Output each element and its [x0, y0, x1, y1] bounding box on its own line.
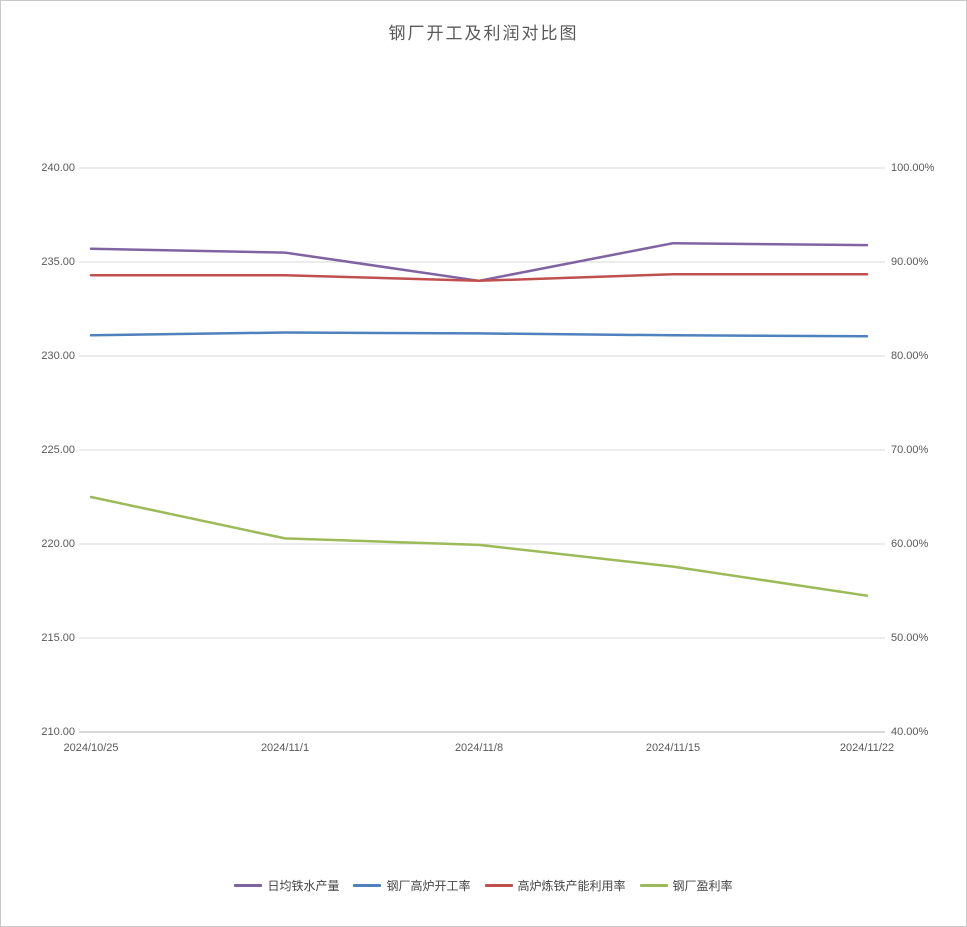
left-axis-tick-label: 210.00: [41, 726, 75, 738]
series-line-2: [89, 272, 869, 283]
left-axis-tick-label: 225.00: [41, 444, 75, 456]
right-axis-tick-label: 40.00%: [891, 726, 929, 738]
right-axis-tick-label: 100.00%: [891, 162, 935, 174]
left-axis-tick-label: 230.00: [41, 350, 75, 362]
legend-marker: [353, 884, 382, 887]
x-axis-tick-label: 2024/11/22: [839, 742, 895, 754]
x-axis-tick-label: 2024/11/15: [645, 742, 701, 754]
right-axis-tick-label: 80.00%: [891, 350, 929, 362]
legend-marker: [234, 884, 263, 887]
legend-label: 钢厂盈利率: [672, 879, 733, 893]
x-axis-tick-label: 2024/11/8: [454, 742, 504, 754]
left-axis-tick-label: 215.00: [41, 632, 75, 644]
legend-marker: [484, 884, 513, 887]
legend-label: 高炉炼铁产能利用率: [517, 879, 626, 893]
series-line-1: [89, 331, 869, 338]
right-axis-tick-label: 60.00%: [891, 538, 929, 550]
left-axis-tick-label: 220.00: [41, 538, 75, 550]
legend-item-3[interactable]: 钢厂盈利率: [639, 877, 733, 894]
legend-label: 日均铁水产量: [267, 879, 340, 893]
legend-label: 钢厂高炉开工率: [386, 879, 471, 893]
series-line-3: [89, 495, 869, 597]
left-axis-tick-label: 240.00: [41, 162, 75, 174]
legend-item-1[interactable]: 钢厂高炉开工率: [353, 877, 471, 894]
right-axis-tick-label: 90.00%: [891, 256, 929, 268]
legend: 日均铁水产量 钢厂高炉开工率 高炉炼铁产能利用率 钢厂盈利率: [1, 877, 966, 894]
legend-item-0[interactable]: 日均铁水产量: [234, 877, 339, 894]
right-axis-tick-label: 50.00%: [891, 632, 929, 644]
left-axis-tick-label: 235.00: [41, 256, 75, 268]
legend-item-2[interactable]: 高炉炼铁产能利用率: [484, 877, 626, 894]
x-axis-tick-label: 2024/10/25: [63, 742, 119, 754]
x-axis-tick-label: 2024/11/1: [260, 742, 310, 754]
legend-marker: [639, 884, 668, 887]
right-axis-tick-label: 70.00%: [891, 444, 929, 456]
chart-title: 钢厂开工及利润对比图: [388, 24, 579, 43]
